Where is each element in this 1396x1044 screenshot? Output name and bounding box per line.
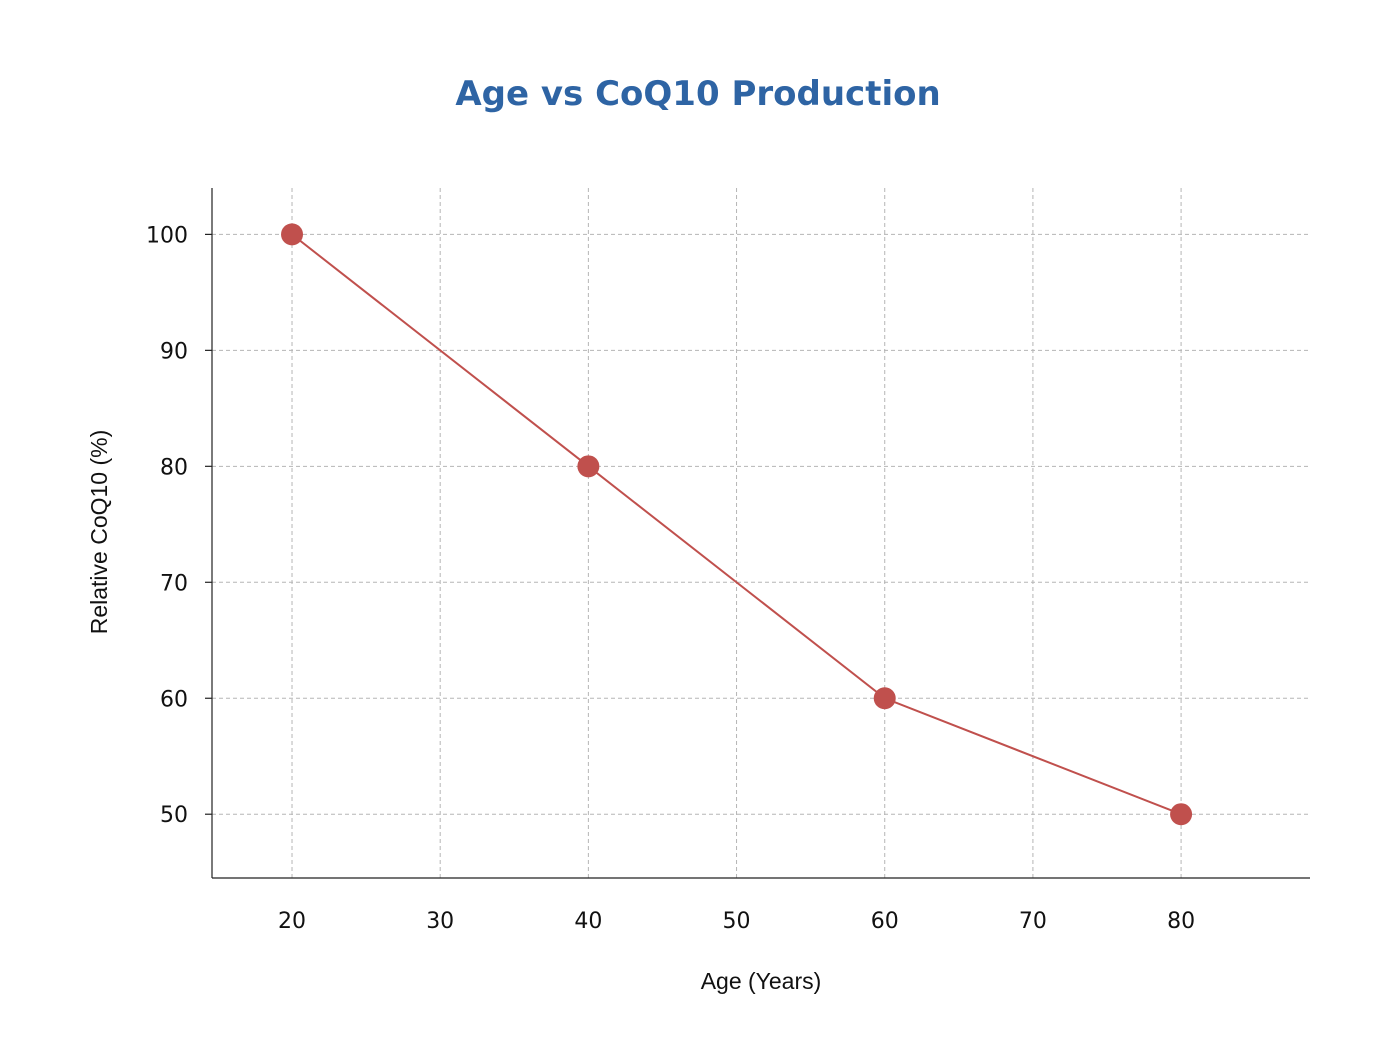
y-tick-label: 70 <box>160 571 188 596</box>
y-axis-ticks: 50 60 70 80 90 100 <box>146 223 212 828</box>
data-point <box>873 687 896 710</box>
series-layer <box>281 223 1193 826</box>
x-axis-title: Age (Years) <box>701 968 822 994</box>
data-point <box>1170 803 1193 826</box>
data-point <box>577 455 600 478</box>
data-point <box>281 223 304 246</box>
x-tick-label: 50 <box>723 909 751 934</box>
chart-title: Age vs CoQ10 Production <box>455 74 941 114</box>
y-axis-title: Relative CoQ10 (%) <box>86 430 112 635</box>
x-tick-label: 70 <box>1019 909 1047 934</box>
x-tick-label: 30 <box>426 909 454 934</box>
y-tick-label: 90 <box>160 339 188 364</box>
x-tick-label: 20 <box>278 909 306 934</box>
grid-layer <box>212 188 1310 878</box>
axes-layer <box>211 188 1310 879</box>
x-tick-label: 60 <box>871 909 899 934</box>
y-tick-label: 60 <box>160 687 188 712</box>
y-tick-label: 80 <box>160 455 188 480</box>
series-line <box>291 233 1182 816</box>
y-tick-label: 50 <box>160 803 188 828</box>
y-tick-label: 100 <box>146 223 188 248</box>
x-tick-label: 80 <box>1167 909 1195 934</box>
x-tick-label: 40 <box>574 909 602 934</box>
x-axis-ticks: 20 30 40 50 60 70 80 <box>278 909 1195 934</box>
